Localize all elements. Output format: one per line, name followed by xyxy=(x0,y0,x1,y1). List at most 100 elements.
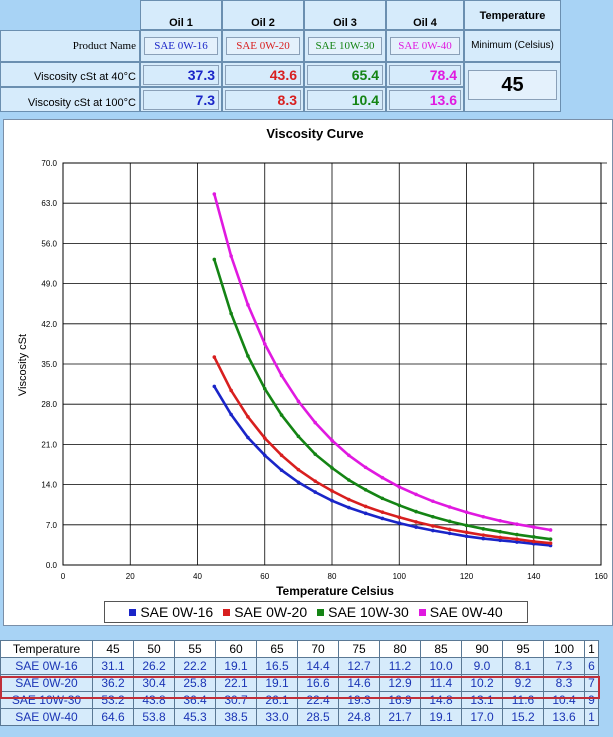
table-cell: 16.9 xyxy=(379,691,421,709)
visc40-input-4[interactable]: 78.4 xyxy=(389,65,461,85)
table-cell: 7 xyxy=(584,674,599,692)
table-row[interactable]: SAE 0W-40 64.6 53.8 45.3 38.5 33.0 28.5 24.8 21.… xyxy=(0,708,599,726)
data-point xyxy=(414,525,418,529)
data-point xyxy=(212,384,217,389)
table-header-label: Temperature xyxy=(0,640,93,658)
table-cell: 7.3 xyxy=(543,657,585,675)
chart-legend: SAE 0W-16 SAE 0W-20 SAE 10W-30 SAE 0W-40 xyxy=(104,601,528,623)
y-tick-label: 14.0 xyxy=(41,481,57,490)
table-cell: 9.0 xyxy=(461,657,503,675)
table-header-cell: 90 xyxy=(461,640,503,658)
data-point xyxy=(279,373,284,378)
product-name-input-2[interactable]: SAE 0W-20 xyxy=(226,37,300,55)
x-tick-label: 20 xyxy=(126,572,135,581)
data-point xyxy=(363,511,368,516)
data-point xyxy=(363,504,368,509)
y-tick-label: 7.0 xyxy=(46,521,58,530)
legend-swatch xyxy=(223,608,231,616)
x-tick-label: 160 xyxy=(594,572,608,581)
table-cell: 53.2 xyxy=(92,691,134,709)
data-point xyxy=(246,435,250,440)
min-temperature-input[interactable]: 45 xyxy=(468,70,557,100)
data-point xyxy=(515,537,519,541)
data-point xyxy=(363,465,368,470)
legend-item: SAE 0W-40 xyxy=(418,604,503,620)
data-point xyxy=(212,355,217,359)
table-cell: 8.3 xyxy=(543,674,585,692)
data-point xyxy=(330,489,334,493)
legend-swatch xyxy=(129,608,137,616)
data-point xyxy=(279,453,284,458)
visc100-input-2[interactable]: 8.3 xyxy=(225,90,301,110)
visc100-input-4[interactable]: 13.6 xyxy=(389,90,461,110)
data-point xyxy=(246,303,250,307)
table-header-cell: 55 xyxy=(174,640,216,658)
data-point xyxy=(262,453,267,458)
data-point xyxy=(330,498,334,503)
table-cell: 9 xyxy=(584,691,599,709)
y-tick-label: 21.0 xyxy=(41,440,57,449)
table-row[interactable]: SAE 0W-16 31.1 26.2 22.2 19.1 16.5 14.4 12.7 11.… xyxy=(0,657,599,675)
table-row[interactable]: SAE 10W-30 53.2 43.8 36.4 30.7 26.1 22.4 19.3 16… xyxy=(0,691,599,709)
oil-2-header: Oil 2 xyxy=(222,0,304,30)
x-axis-label: Temperature Celsius xyxy=(276,584,394,598)
legend-item: SAE 0W-20 xyxy=(223,604,307,620)
table-cell: 19.1 xyxy=(420,708,462,726)
table-cell: 33.0 xyxy=(256,708,298,726)
table-header-cell: 60 xyxy=(215,640,257,658)
visc40-input-3[interactable]: 65.4 xyxy=(307,65,383,85)
table-cell: 14.4 xyxy=(297,657,339,675)
table-cell: 21.7 xyxy=(379,708,421,726)
table-header-cell: 80 xyxy=(379,640,421,658)
data-point xyxy=(464,534,469,539)
data-point xyxy=(531,525,536,529)
data-point xyxy=(481,533,486,537)
oil-4-header: Oil 4 xyxy=(386,0,464,30)
visc100-input-1[interactable]: 7.3 xyxy=(143,90,219,110)
oil-3-header: Oil 3 xyxy=(304,0,386,30)
data-point xyxy=(262,386,267,391)
visc40-input-2[interactable]: 43.6 xyxy=(225,65,301,85)
table-cell: 10.4 xyxy=(543,691,585,709)
data-point xyxy=(229,412,233,417)
visc40-input-1[interactable]: 37.3 xyxy=(143,65,219,85)
input-panel: Oil 1 Oil 2 Oil 3 Oil 4 Temperature Prod… xyxy=(0,0,613,112)
y-tick-label: 56.0 xyxy=(41,239,57,248)
table-cell: 8.1 xyxy=(502,657,544,675)
table-header-cell: 75 xyxy=(338,640,380,658)
y-tick-label: 0.0 xyxy=(46,561,58,570)
table-cell: 13.1 xyxy=(461,691,503,709)
data-point xyxy=(279,468,284,473)
series-2 xyxy=(212,355,553,545)
legend-swatch xyxy=(317,608,325,616)
table-cell: 26.2 xyxy=(133,657,175,675)
table-cell: 15.2 xyxy=(502,708,544,726)
y-tick-label: 28.0 xyxy=(41,400,57,409)
data-point xyxy=(229,388,233,393)
table-cell: 19.3 xyxy=(338,691,380,709)
data-point xyxy=(397,485,402,489)
data-point xyxy=(464,523,469,528)
data-point xyxy=(380,510,385,514)
table-row[interactable]: SAE 0W-20 36.2 30.4 25.8 22.1 19.1 16.6 14.6 12.… xyxy=(0,674,599,692)
table-cell: 64.6 xyxy=(92,708,134,726)
x-tick-label: 0 xyxy=(61,572,66,581)
data-point xyxy=(431,524,435,528)
data-point xyxy=(313,479,317,483)
product-name-input-4[interactable]: SAE 0W-40 xyxy=(390,37,460,55)
oil-1-header: Oil 1 xyxy=(140,0,222,30)
product-name-input-3[interactable]: SAE 10W-30 xyxy=(308,37,382,55)
data-point xyxy=(548,528,553,532)
visc100-input-3[interactable]: 10.4 xyxy=(307,90,383,110)
table-row-label: SAE 0W-20 xyxy=(0,674,93,692)
data-point xyxy=(531,539,536,544)
product-name-input-1[interactable]: SAE 0W-16 xyxy=(144,37,218,55)
table-header-cell: 100 xyxy=(543,640,585,658)
data-point xyxy=(515,532,519,537)
data-point xyxy=(380,496,385,501)
data-point xyxy=(212,192,217,196)
data-point xyxy=(397,515,402,520)
y-tick-label: 35.0 xyxy=(41,360,57,369)
data-point xyxy=(246,354,250,358)
x-tick-label: 140 xyxy=(527,572,541,581)
